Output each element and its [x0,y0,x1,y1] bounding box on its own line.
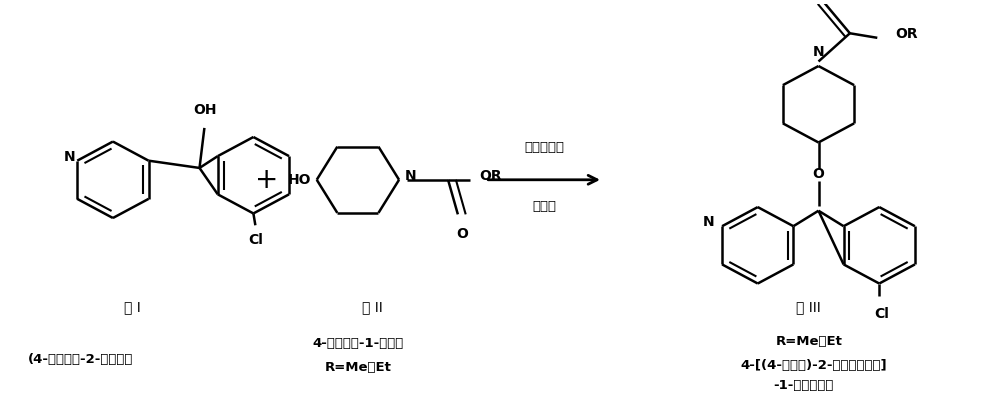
Text: 4-[(4-氯苯基)-2-吡啶基甲氧基]: 4-[(4-氯苯基)-2-吡啶基甲氧基] [740,359,887,372]
Text: 式 I: 式 I [124,300,141,314]
Text: OR: OR [895,27,918,41]
Text: 式 II: 式 II [362,300,383,314]
Text: 三氟乙酸酐: 三氟乙酸酐 [524,141,564,154]
Text: Cl: Cl [874,307,889,321]
Text: 4-羟基哌啶-1-羧酸酯: 4-羟基哌啶-1-羧酸酯 [312,337,404,350]
Text: R=Me，Et: R=Me，Et [324,361,391,374]
Text: N: N [405,169,417,183]
Text: N: N [813,45,824,59]
Text: Cl: Cl [248,234,263,247]
Text: -1-哌啶羧酸酯: -1-哌啶羧酸酯 [774,379,834,392]
Text: N: N [64,150,75,164]
Text: +: + [255,166,278,194]
Text: (4-氯苯基）-2-吡啶甲醇: (4-氯苯基）-2-吡啶甲醇 [28,353,133,366]
Text: OH: OH [194,103,217,117]
Text: OR: OR [479,169,502,183]
Text: N: N [703,215,714,229]
Text: O: O [813,167,824,181]
Text: 式 III: 式 III [796,300,821,314]
Text: 催化剂: 催化剂 [532,200,556,213]
Text: HO: HO [287,173,311,187]
Text: O: O [456,227,468,241]
Text: R=Me，Et: R=Me，Et [775,335,842,348]
